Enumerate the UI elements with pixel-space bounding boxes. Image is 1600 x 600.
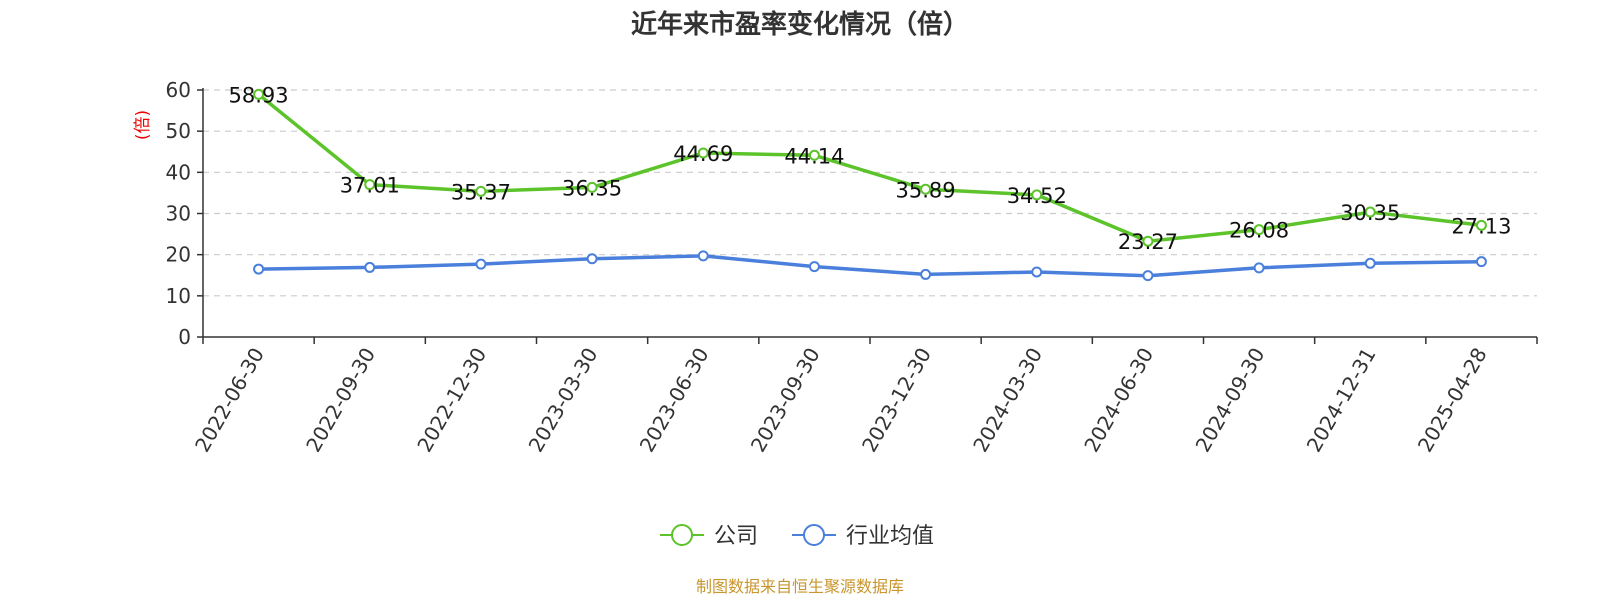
x-tick-label: 2024-06-30 [1079,344,1158,457]
data-labels: 58.93 37.01 35.37 36.35 44.69 44.14 35.89 34.52… [229,83,1512,254]
data-point[interactable] [475,185,487,197]
y-axis-label: (倍) [133,110,153,140]
data-point[interactable] [697,147,709,159]
data-point[interactable] [1031,266,1043,278]
y-tick-label: 50 [166,119,191,143]
y-axis: 0 10 20 30 40 50 60 [166,78,204,349]
x-axis: 2022-06-30 2022-09-30 2022-12-30 2023-03-30… [190,336,1538,457]
data-label: 26.08 [1229,219,1289,243]
data-point[interactable] [1253,224,1265,236]
data-point[interactable] [1364,257,1376,269]
data-point[interactable] [1475,256,1487,268]
series-line-1 [258,254,1482,278]
data-point[interactable] [808,149,820,161]
data-point[interactable] [1031,189,1043,201]
data-point[interactable] [1142,235,1154,247]
x-tick-label: 2024-03-30 [968,344,1047,457]
data-point[interactable] [586,181,598,193]
data-label: 44.14 [784,144,844,168]
data-label: 36.35 [562,176,622,200]
data-point[interactable] [697,250,709,262]
data-label: 35.37 [451,180,511,204]
data-point[interactable] [364,261,376,273]
y-tick-label: 0 [178,325,191,349]
data-point[interactable] [253,88,265,100]
data-point[interactable] [1253,262,1265,274]
data-label: 27.13 [1451,214,1511,238]
y-tick-label: 20 [166,243,191,267]
chart-title: 近年来市盈率变化情况（倍） [631,9,969,40]
data-point[interactable] [475,258,487,270]
data-point[interactable] [1475,219,1487,231]
data-point[interactable] [586,253,598,265]
x-tick-label: 2024-09-30 [1191,344,1270,457]
data-point[interactable] [1142,270,1154,282]
data-label: 37.01 [340,174,400,198]
y-tick-label: 30 [166,202,191,226]
data-point[interactable] [253,263,265,275]
gridlines [203,89,1537,297]
data-point[interactable] [920,183,932,195]
legend-label[interactable]: 公司 [714,524,758,549]
x-tick-label: 2025-04-28 [1413,344,1492,457]
data-point[interactable] [920,268,932,280]
legend-label[interactable]: 行业均值 [846,524,934,549]
x-tick-label: 2024-12-31 [1302,344,1381,457]
y-tick-label: 10 [166,284,191,308]
x-tick-label: 2023-12-30 [857,344,936,457]
y-tick-label: 60 [166,78,191,102]
data-point[interactable] [364,179,376,191]
legend[interactable]: 公司 行业均值 [660,524,934,549]
data-label: 35.89 [896,178,956,202]
data-point[interactable] [1364,206,1376,218]
data-label: 58.93 [229,83,289,107]
legend-marker[interactable] [671,524,693,546]
legend-marker[interactable] [803,524,825,546]
x-tick-label: 2022-12-30 [412,344,491,457]
data-source-note: 制图数据来自恒生聚源数据库 [696,577,904,596]
y-tick-label: 40 [166,160,191,184]
x-tick-label: 2023-09-30 [746,344,825,457]
x-tick-label: 2023-06-30 [635,344,714,457]
data-label: 44.69 [673,142,733,166]
data-label: 30.35 [1340,201,1400,225]
data-label: 34.52 [1007,184,1067,208]
series-lines [253,88,1487,282]
x-tick-label: 2022-06-30 [190,344,269,457]
x-tick-label: 2022-09-30 [301,344,380,457]
data-point[interactable] [808,261,820,273]
x-tick-label: 2023-03-30 [524,344,603,457]
data-label: 23.27 [1118,230,1178,254]
series-line-0 [257,93,1482,243]
